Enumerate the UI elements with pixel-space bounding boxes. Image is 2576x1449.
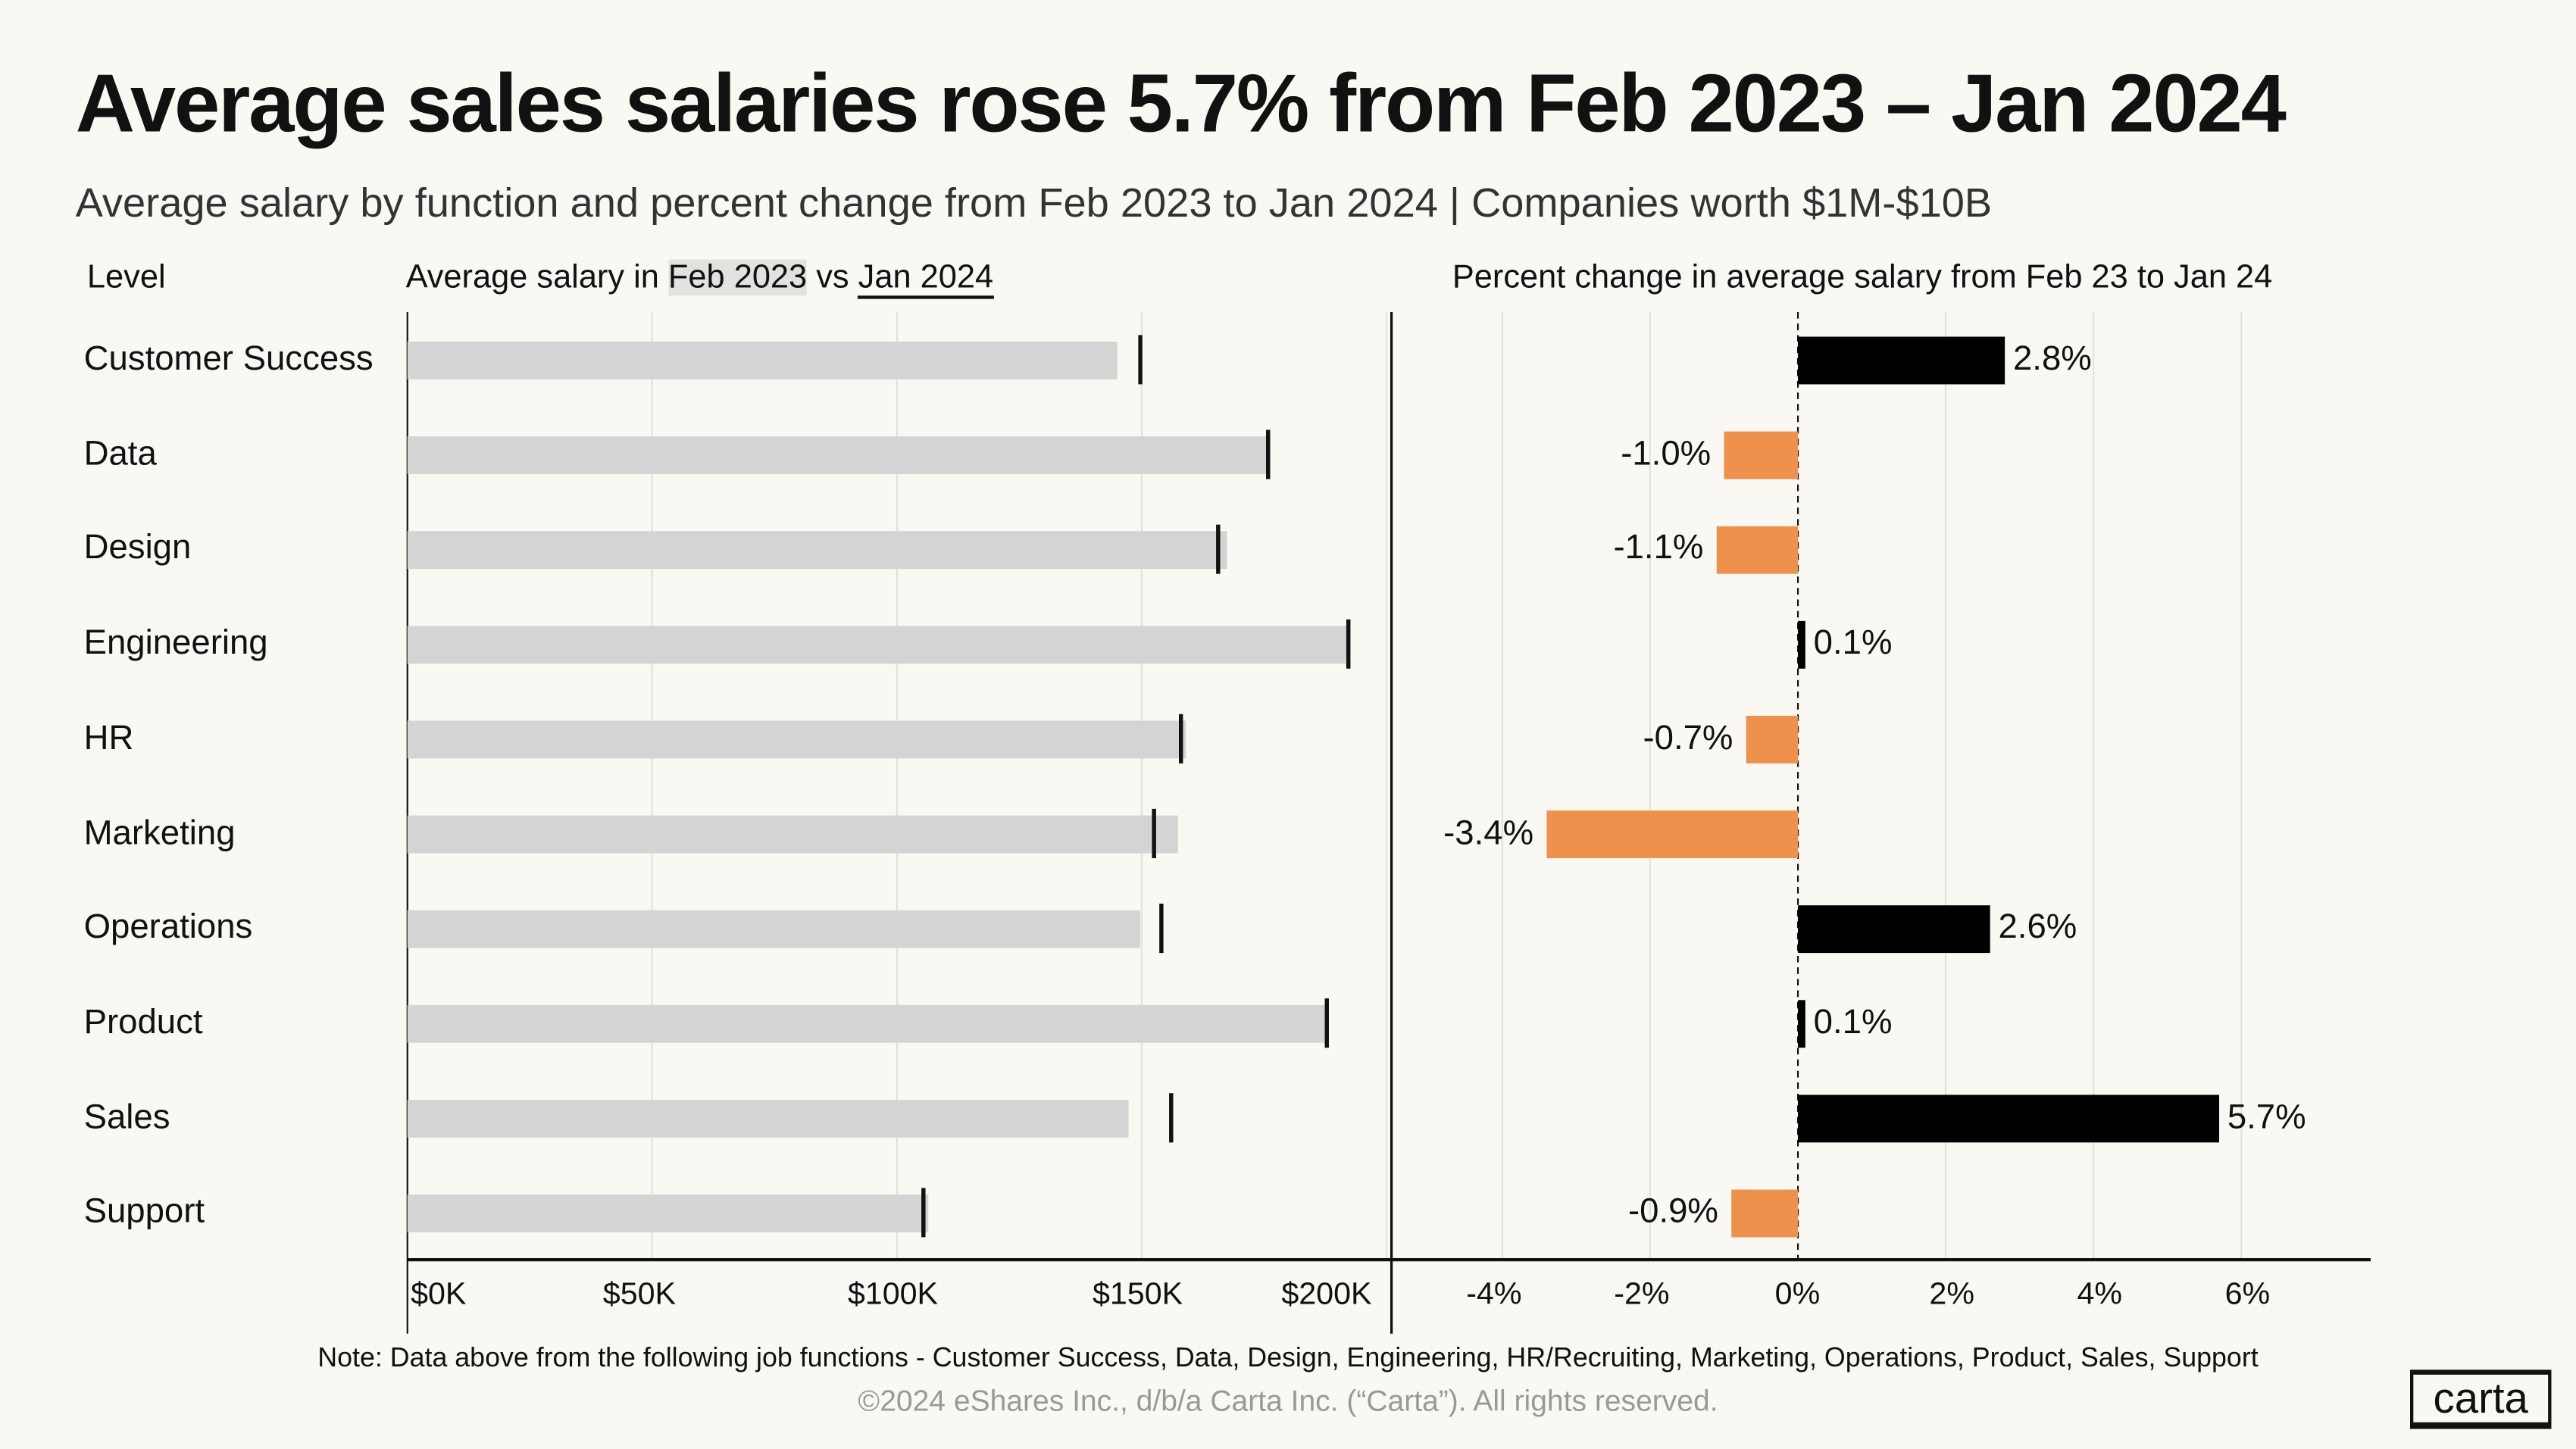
percent-change-bar xyxy=(1716,526,1799,574)
percent-label: -1.1% xyxy=(1613,529,1704,567)
copyright: ©2024 eShares Inc., d/b/a Carta Inc. (“C… xyxy=(858,1384,1718,1418)
feb-2023-bar xyxy=(407,626,1348,664)
feb-2023-bar xyxy=(407,815,1178,854)
category-label: Engineering xyxy=(83,624,268,663)
percent-label: 0.1% xyxy=(1813,1003,1893,1041)
feb-2023-bar xyxy=(407,436,1270,475)
percent-change-bar xyxy=(1798,620,1805,669)
percent-change-bar xyxy=(1798,905,1990,954)
level-header: Level xyxy=(86,259,166,296)
header-vs: vs xyxy=(807,259,858,296)
category-label: Product xyxy=(83,1003,203,1041)
footnote: Note: Data above from the following job … xyxy=(317,1343,2259,1373)
header-feb: Feb 2023 xyxy=(667,259,808,296)
category-label: Support xyxy=(83,1192,205,1231)
percent-change-bar xyxy=(1798,1000,1805,1048)
category-label: Marketing xyxy=(83,814,236,852)
page-title: Average sales salaries rose 5.7% from Fe… xyxy=(75,57,2287,150)
percent-label: -0.7% xyxy=(1643,719,1733,757)
percent-label: 0.1% xyxy=(1813,624,1893,663)
x-tick-label: -4% xyxy=(1466,1277,1522,1313)
percent-change-bar xyxy=(1798,336,2005,385)
x-tick-label: $50K xyxy=(602,1277,677,1313)
x-tick-label: $150K xyxy=(1092,1277,1183,1313)
percent-label: 2.8% xyxy=(2012,339,2092,378)
header-prefix: Average salary in xyxy=(405,259,668,296)
right-chart-header: Percent change in average salary from Fe… xyxy=(1452,259,2273,296)
percent-label: -1.0% xyxy=(1621,434,1712,473)
percent-label: -0.9% xyxy=(1627,1192,1718,1231)
percent-label: -3.4% xyxy=(1443,814,1534,852)
feb-2023-bar xyxy=(407,910,1141,948)
x-tick-label: 2% xyxy=(1929,1277,1974,1313)
header-jan: Jan 2024 xyxy=(858,259,993,299)
percent-change-bar xyxy=(1546,810,1799,858)
x-tick-label: $200K xyxy=(1281,1277,1372,1313)
subtitle: Average salary by function and percent c… xyxy=(75,180,1993,227)
category-label: Design xyxy=(83,529,192,567)
percent-label: 5.7% xyxy=(2227,1098,2306,1136)
percent-label: 2.6% xyxy=(1998,908,2077,947)
category-label: Sales xyxy=(83,1098,170,1136)
feb-2023-bar xyxy=(407,531,1227,570)
feb-2023-bar xyxy=(407,1194,929,1232)
x-tick-label: $0K xyxy=(411,1277,467,1313)
percent-change-bar xyxy=(1798,1095,2220,1143)
category-label: Data xyxy=(83,434,157,473)
feb-2023-bar xyxy=(407,342,1118,379)
category-label: Operations xyxy=(83,908,253,947)
feb-2023-bar xyxy=(407,720,1186,759)
feb-2023-bar xyxy=(407,1004,1326,1043)
feb-2023-bar xyxy=(407,1099,1129,1138)
left-chart-header: Average salary in Feb 2023 vs Jan 2024 xyxy=(405,259,993,299)
x-tick-label: 0% xyxy=(1774,1277,1821,1313)
percent-change-bar xyxy=(1724,431,1799,479)
category-label: HR xyxy=(83,719,134,757)
x-tick-label: $100K xyxy=(847,1277,939,1313)
x-tick-label: 4% xyxy=(2077,1277,2123,1313)
percent-change-bar xyxy=(1731,1189,1799,1238)
category-label: Customer Success xyxy=(83,339,374,378)
carta-logo: carta xyxy=(2409,1369,2552,1429)
x-tick-label: -2% xyxy=(1614,1277,1670,1313)
x-tick-label: 6% xyxy=(2224,1277,2271,1313)
percent-change-bar xyxy=(1746,715,1799,764)
